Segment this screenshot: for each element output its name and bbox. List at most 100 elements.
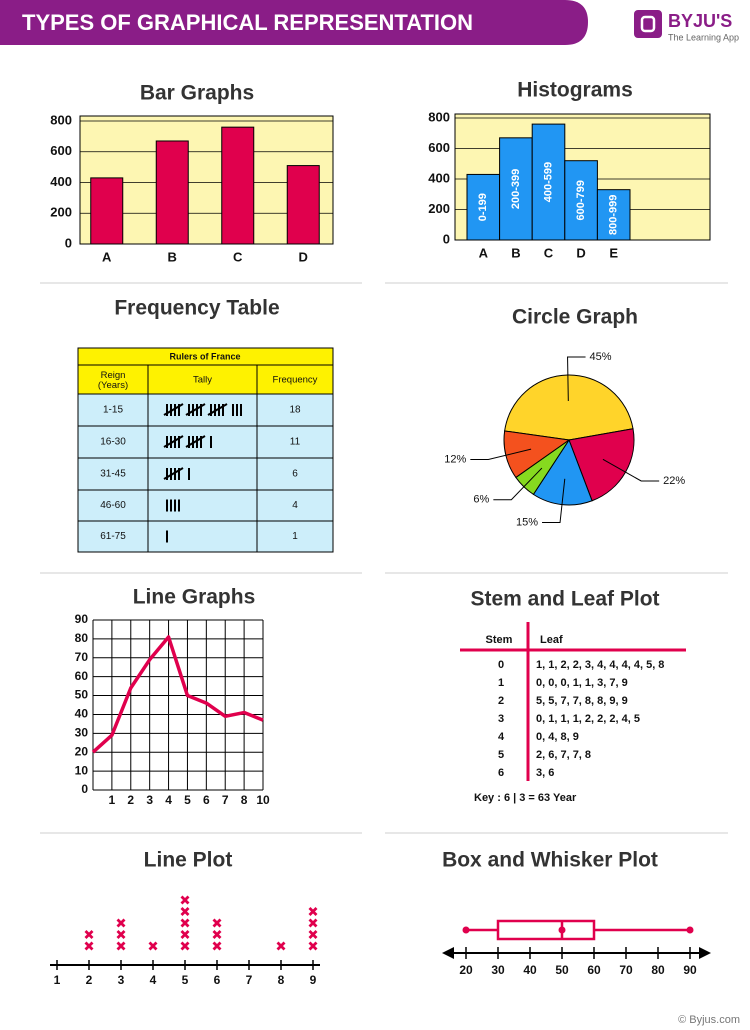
x-tick-label: 7	[246, 973, 253, 987]
leaf: 1, 1, 2, 2, 3, 4, 4, 4, 4, 5, 8	[536, 659, 664, 671]
pie-slice	[504, 374, 634, 441]
slice-label: 15%	[516, 516, 538, 528]
x-tick-label: B	[511, 245, 520, 260]
x-tick-label: 2	[127, 793, 134, 807]
x-tick-label: D	[299, 249, 308, 264]
stem: 6	[498, 767, 504, 779]
bar	[531, 123, 566, 241]
leaf: 3, 6	[536, 767, 554, 779]
x-tick-label: E	[609, 245, 618, 260]
x-tick-label: 6	[214, 973, 221, 987]
x-tick-label: 70	[619, 963, 633, 977]
arrow-head	[699, 947, 711, 959]
x-mark	[276, 941, 286, 951]
x-tick-label: 9	[310, 973, 317, 987]
y-tick-label: 60	[75, 669, 89, 683]
table-cell	[256, 520, 334, 553]
x-mark	[180, 907, 190, 916]
x-mark	[116, 918, 126, 928]
table-cell	[77, 425, 149, 459]
column-header: Leaf	[540, 634, 563, 646]
x-mark-stack	[148, 941, 158, 951]
bar	[596, 189, 631, 241]
leader-line	[542, 478, 566, 524]
tally-slash	[163, 435, 184, 448]
column-header: Stem	[486, 634, 513, 646]
y-tick-label: 80	[75, 631, 89, 645]
frequency-cell: 4	[292, 500, 298, 511]
reign-cell: 46-60	[100, 500, 126, 511]
x-mark-stack	[276, 941, 286, 951]
x-tick-label: 5	[182, 973, 189, 987]
footer: © Byjus.com	[678, 1014, 740, 1026]
reign-cell: 31-45	[100, 469, 126, 480]
x-tick-label: 60	[587, 963, 601, 977]
stem: 1	[498, 677, 504, 689]
stem: 3	[498, 713, 504, 725]
slice-label: 6%	[473, 494, 489, 506]
frequency-cell: 18	[289, 405, 301, 416]
x-tick-label: 10	[256, 793, 270, 807]
y-tick-label: 600	[428, 140, 450, 155]
x-tick-label: 8	[241, 793, 248, 807]
leaf: 5, 5, 7, 7, 8, 8, 9, 9	[536, 695, 628, 707]
reign-cell: 16-30	[100, 437, 126, 448]
x-mark	[116, 930, 126, 939]
x-tick-label: 4	[165, 793, 172, 807]
y-tick-label: 90	[75, 612, 89, 626]
leader-line	[602, 458, 660, 482]
x-tick-label: 2	[86, 973, 93, 987]
leader-line	[470, 448, 532, 461]
x-tick-label: 50	[555, 963, 569, 977]
stem: 2	[498, 695, 504, 707]
y-tick-label: 800	[428, 109, 450, 124]
tally-slash	[185, 403, 206, 416]
header-line: Reign	[101, 370, 126, 381]
table-caption: Rulers of France	[169, 351, 240, 361]
plot-background	[93, 620, 263, 790]
header-title: TYPES OF GRAPHICAL REPRESENTATION	[22, 10, 473, 35]
panel-title: Box and Whisker Plot	[442, 849, 658, 872]
leaf: 0, 4, 8, 9	[536, 731, 579, 743]
x-mark	[308, 941, 318, 951]
panel-title: Histograms	[517, 79, 633, 102]
x-tick-label: 90	[683, 963, 697, 977]
x-tick-label: 4	[150, 973, 157, 987]
tally-slash	[163, 467, 184, 480]
x-tick-label: A	[479, 245, 489, 260]
y-tick-label: 800	[50, 112, 72, 127]
x-mark	[212, 930, 222, 939]
stem: 5	[498, 749, 504, 761]
x-tick-label: 8	[278, 973, 285, 987]
leader-line	[567, 356, 586, 402]
bar	[155, 140, 189, 245]
bar-label: 800-999	[608, 195, 620, 235]
x-tick-label: 30	[491, 963, 505, 977]
bar-label: 200-399	[510, 169, 522, 209]
y-tick-label: 600	[50, 143, 72, 158]
y-tick-label: 200	[50, 205, 72, 220]
point-min	[462, 926, 470, 934]
column-header: Tally	[193, 375, 212, 386]
y-tick-label: 0	[443, 231, 450, 246]
point-median	[558, 926, 566, 934]
x-mark	[116, 941, 126, 951]
y-tick-label: 10	[75, 763, 89, 777]
x-mark-stack	[116, 918, 126, 951]
key: Key : 6 | 3 = 63 Year	[474, 792, 577, 804]
x-mark-stack	[212, 918, 222, 951]
x-mark	[84, 930, 94, 939]
y-tick-label: 400	[50, 174, 72, 189]
tally-slash	[163, 403, 184, 416]
table-cell	[256, 425, 334, 459]
x-mark	[180, 930, 190, 939]
x-tick-label: C	[233, 249, 243, 264]
x-mark-stack	[84, 930, 94, 951]
y-tick-label: 400	[428, 170, 450, 185]
x-mark	[308, 918, 318, 928]
leader-line	[493, 467, 543, 501]
x-mark	[308, 907, 318, 916]
reign-cell: 1-15	[103, 405, 123, 416]
slice-label: 22%	[663, 475, 685, 487]
